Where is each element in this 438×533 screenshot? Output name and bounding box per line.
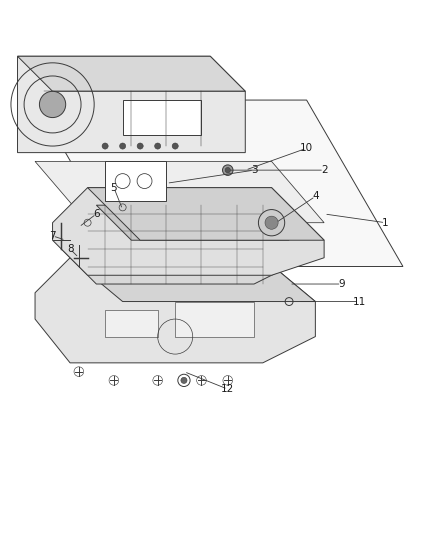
Text: 11: 11 (353, 296, 366, 306)
Circle shape (102, 143, 108, 149)
Bar (123, 100, 201, 135)
Circle shape (172, 143, 178, 149)
Text: 6: 6 (93, 209, 100, 219)
Bar (105, 161, 166, 201)
Polygon shape (35, 258, 315, 363)
Circle shape (258, 209, 285, 236)
Text: 2: 2 (321, 165, 328, 175)
Circle shape (137, 143, 143, 149)
Text: 9: 9 (338, 279, 345, 289)
Text: 8: 8 (67, 244, 74, 254)
Polygon shape (61, 205, 289, 284)
Polygon shape (96, 205, 289, 240)
Text: 7: 7 (49, 231, 56, 241)
Circle shape (39, 91, 66, 118)
Text: 3: 3 (251, 165, 258, 175)
Polygon shape (35, 161, 324, 223)
Text: 4: 4 (312, 191, 319, 201)
Bar (175, 302, 254, 336)
Text: 12: 12 (221, 384, 234, 394)
Polygon shape (53, 188, 324, 275)
Polygon shape (70, 258, 315, 302)
Polygon shape (88, 188, 324, 240)
Polygon shape (18, 56, 245, 91)
Bar (105, 310, 158, 336)
Circle shape (223, 165, 233, 175)
Circle shape (225, 167, 230, 173)
Polygon shape (18, 56, 245, 152)
Circle shape (120, 143, 126, 149)
Circle shape (265, 216, 278, 229)
Polygon shape (35, 100, 403, 266)
Circle shape (181, 377, 187, 383)
Text: 10: 10 (300, 143, 313, 154)
Text: 5: 5 (110, 183, 117, 192)
Circle shape (155, 143, 161, 149)
Text: 1: 1 (382, 217, 389, 228)
